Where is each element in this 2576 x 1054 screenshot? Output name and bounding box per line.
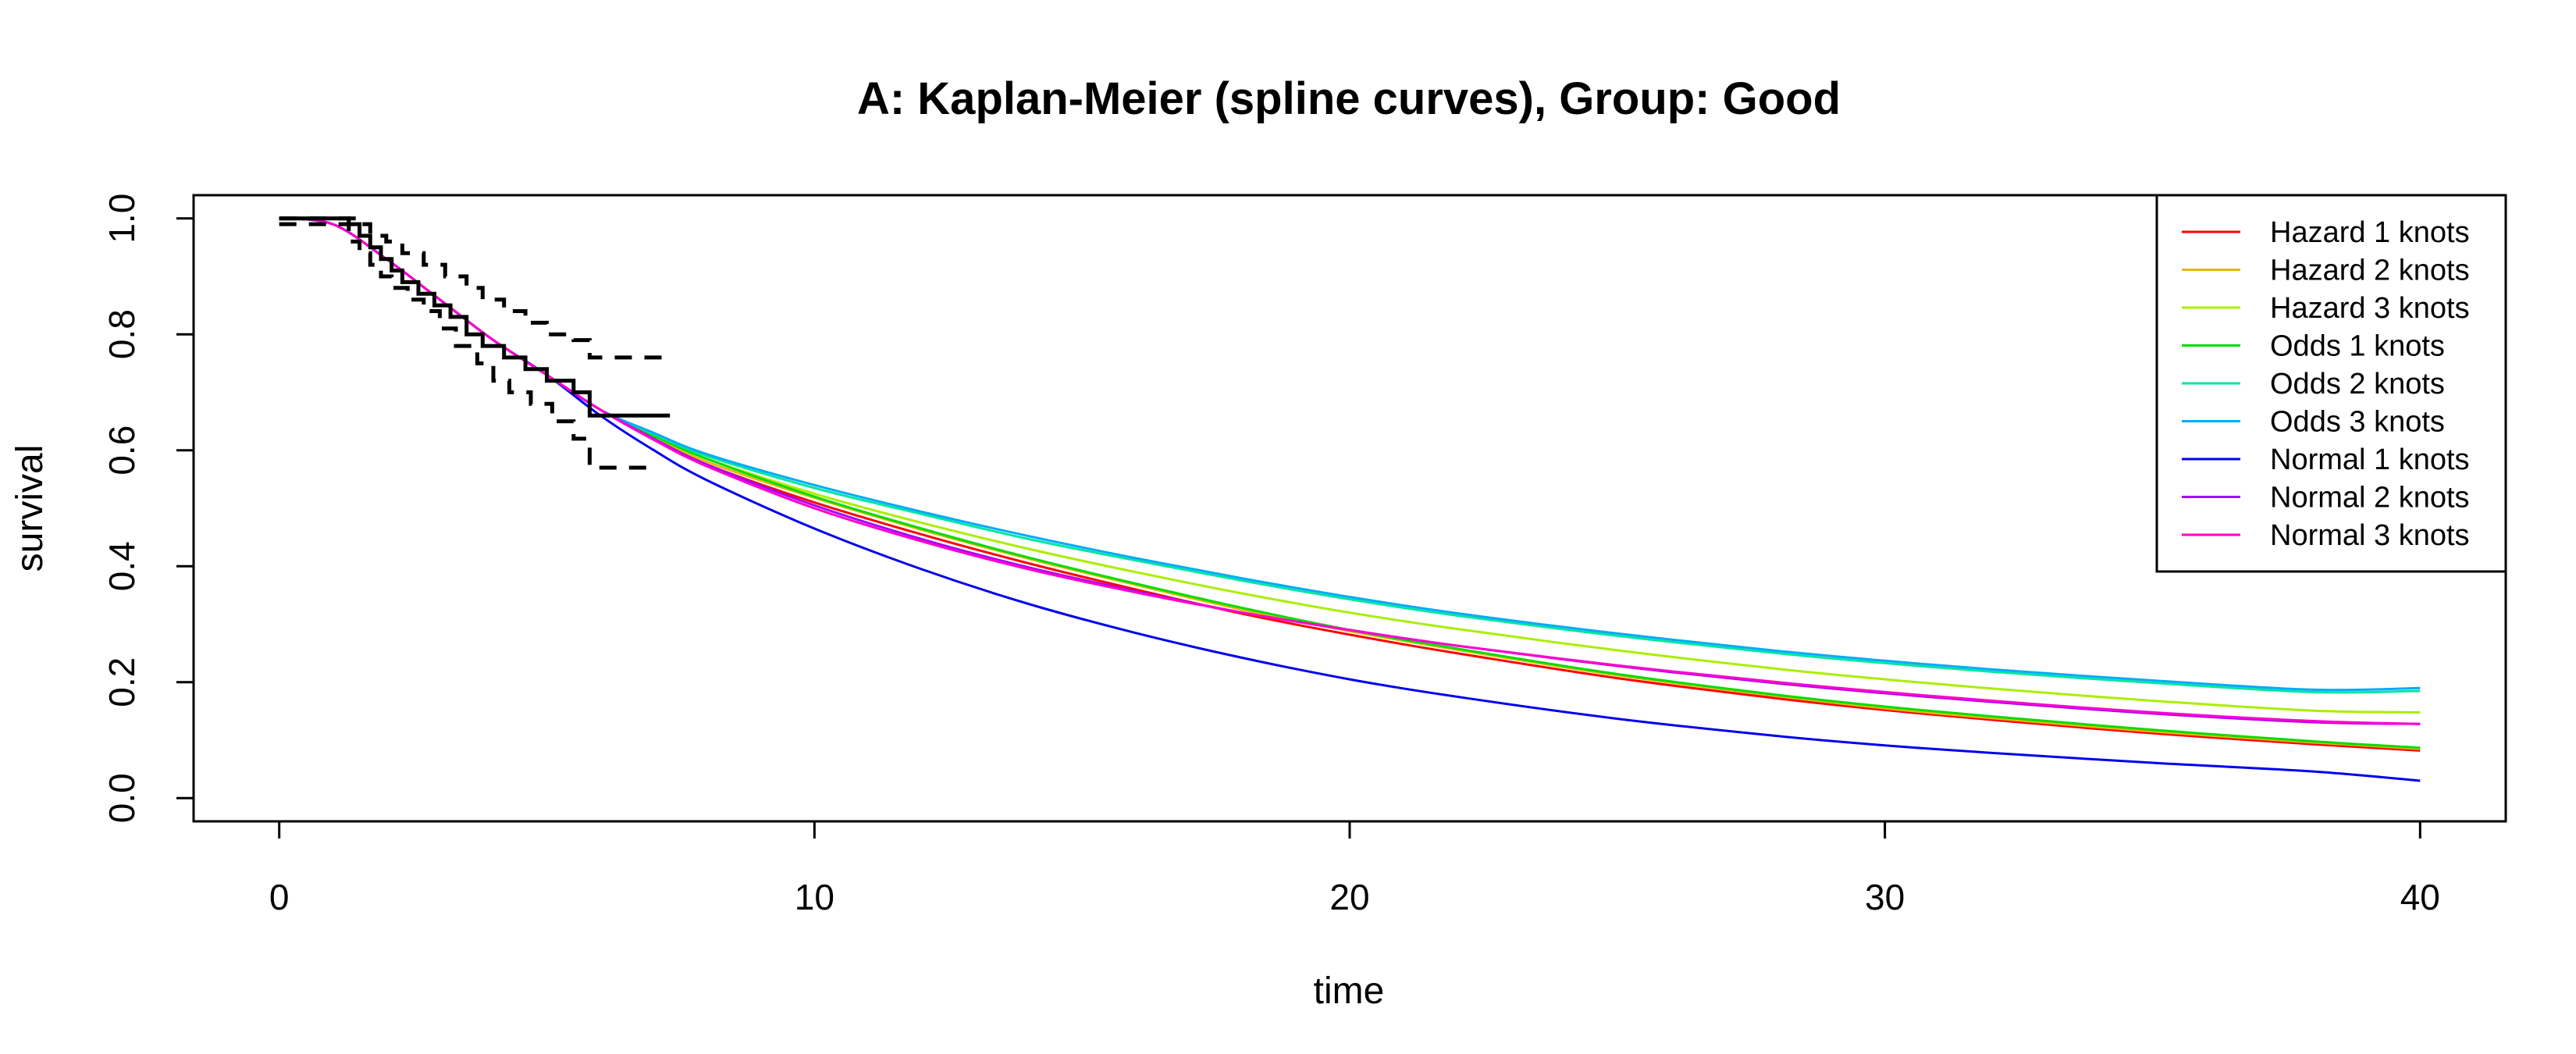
legend-item: Odds 1 knots [2182,330,2445,363]
y-tick-label: 0.2 [101,657,142,707]
x-axis-label: time [1314,970,1385,1012]
legend-label: Hazard 3 knots [2270,292,2470,325]
km-upper-ci-line [279,216,671,360]
survival-curves [279,217,2421,782]
legend-label: Normal 2 knots [2270,482,2470,515]
y-tick-label: 0.6 [101,426,142,475]
legend-label: Hazard 2 knots [2270,255,2470,287]
kaplan-meier-curves [279,216,671,470]
series-line-3 [279,217,2421,714]
series-line-6 [279,217,2421,692]
y-tick-label: 0.0 [101,773,142,823]
km-lower-ci-line [279,222,654,470]
series-line-9 [279,217,2421,725]
series-line-8 [279,217,2421,725]
legend-item: Odds 3 knots [2182,406,2445,439]
chart-title: A: Kaplan-Meier (spline curves), Group: … [857,73,1841,124]
legend-label: Hazard 1 knots [2270,216,2470,249]
legend-label: Odds 3 knots [2270,406,2445,439]
x-tick-label: 40 [2400,877,2440,917]
legend-item: Odds 2 knots [2182,368,2445,401]
x-tick-label: 20 [1329,877,1369,917]
y-tick-label: 0.8 [101,309,142,359]
km-estimate-line [279,216,671,418]
legend-item: Normal 2 knots [2182,482,2470,515]
series-line-1 [279,217,2421,752]
y-axis-label: survival [9,445,51,572]
legend-item: Hazard 3 knots [2182,292,2470,325]
legend: Hazard 1 knots Hazard 2 knots Hazard 3 kno… [2155,194,2507,573]
legend-label: Odds 2 knots [2270,368,2445,401]
x-tick-label: 0 [269,877,290,917]
y-axis: 0.0 0.2 0.4 0.6 0.8 1.0 [101,194,195,823]
x-tick-label: 10 [795,877,834,917]
legend-item: Normal 3 knots [2182,519,2470,552]
legend-label: Odds 1 knots [2270,330,2445,363]
series-line-4 [279,217,2421,750]
legend-label: Normal 3 knots [2270,519,2470,552]
y-tick-label: 0.4 [101,541,142,591]
x-tick-label: 30 [1865,877,1905,917]
series-line-2 [279,217,2421,750]
legend-label: Normal 1 knots [2270,443,2470,476]
x-axis: 0 10 20 30 40 [269,820,2440,917]
legend-item: Hazard 2 knots [2182,255,2470,287]
legend-item: Hazard 1 knots [2182,216,2470,249]
series-line-5 [279,217,2421,694]
y-tick-label: 1.0 [101,194,142,244]
legend-item: Normal 1 knots [2182,443,2470,476]
